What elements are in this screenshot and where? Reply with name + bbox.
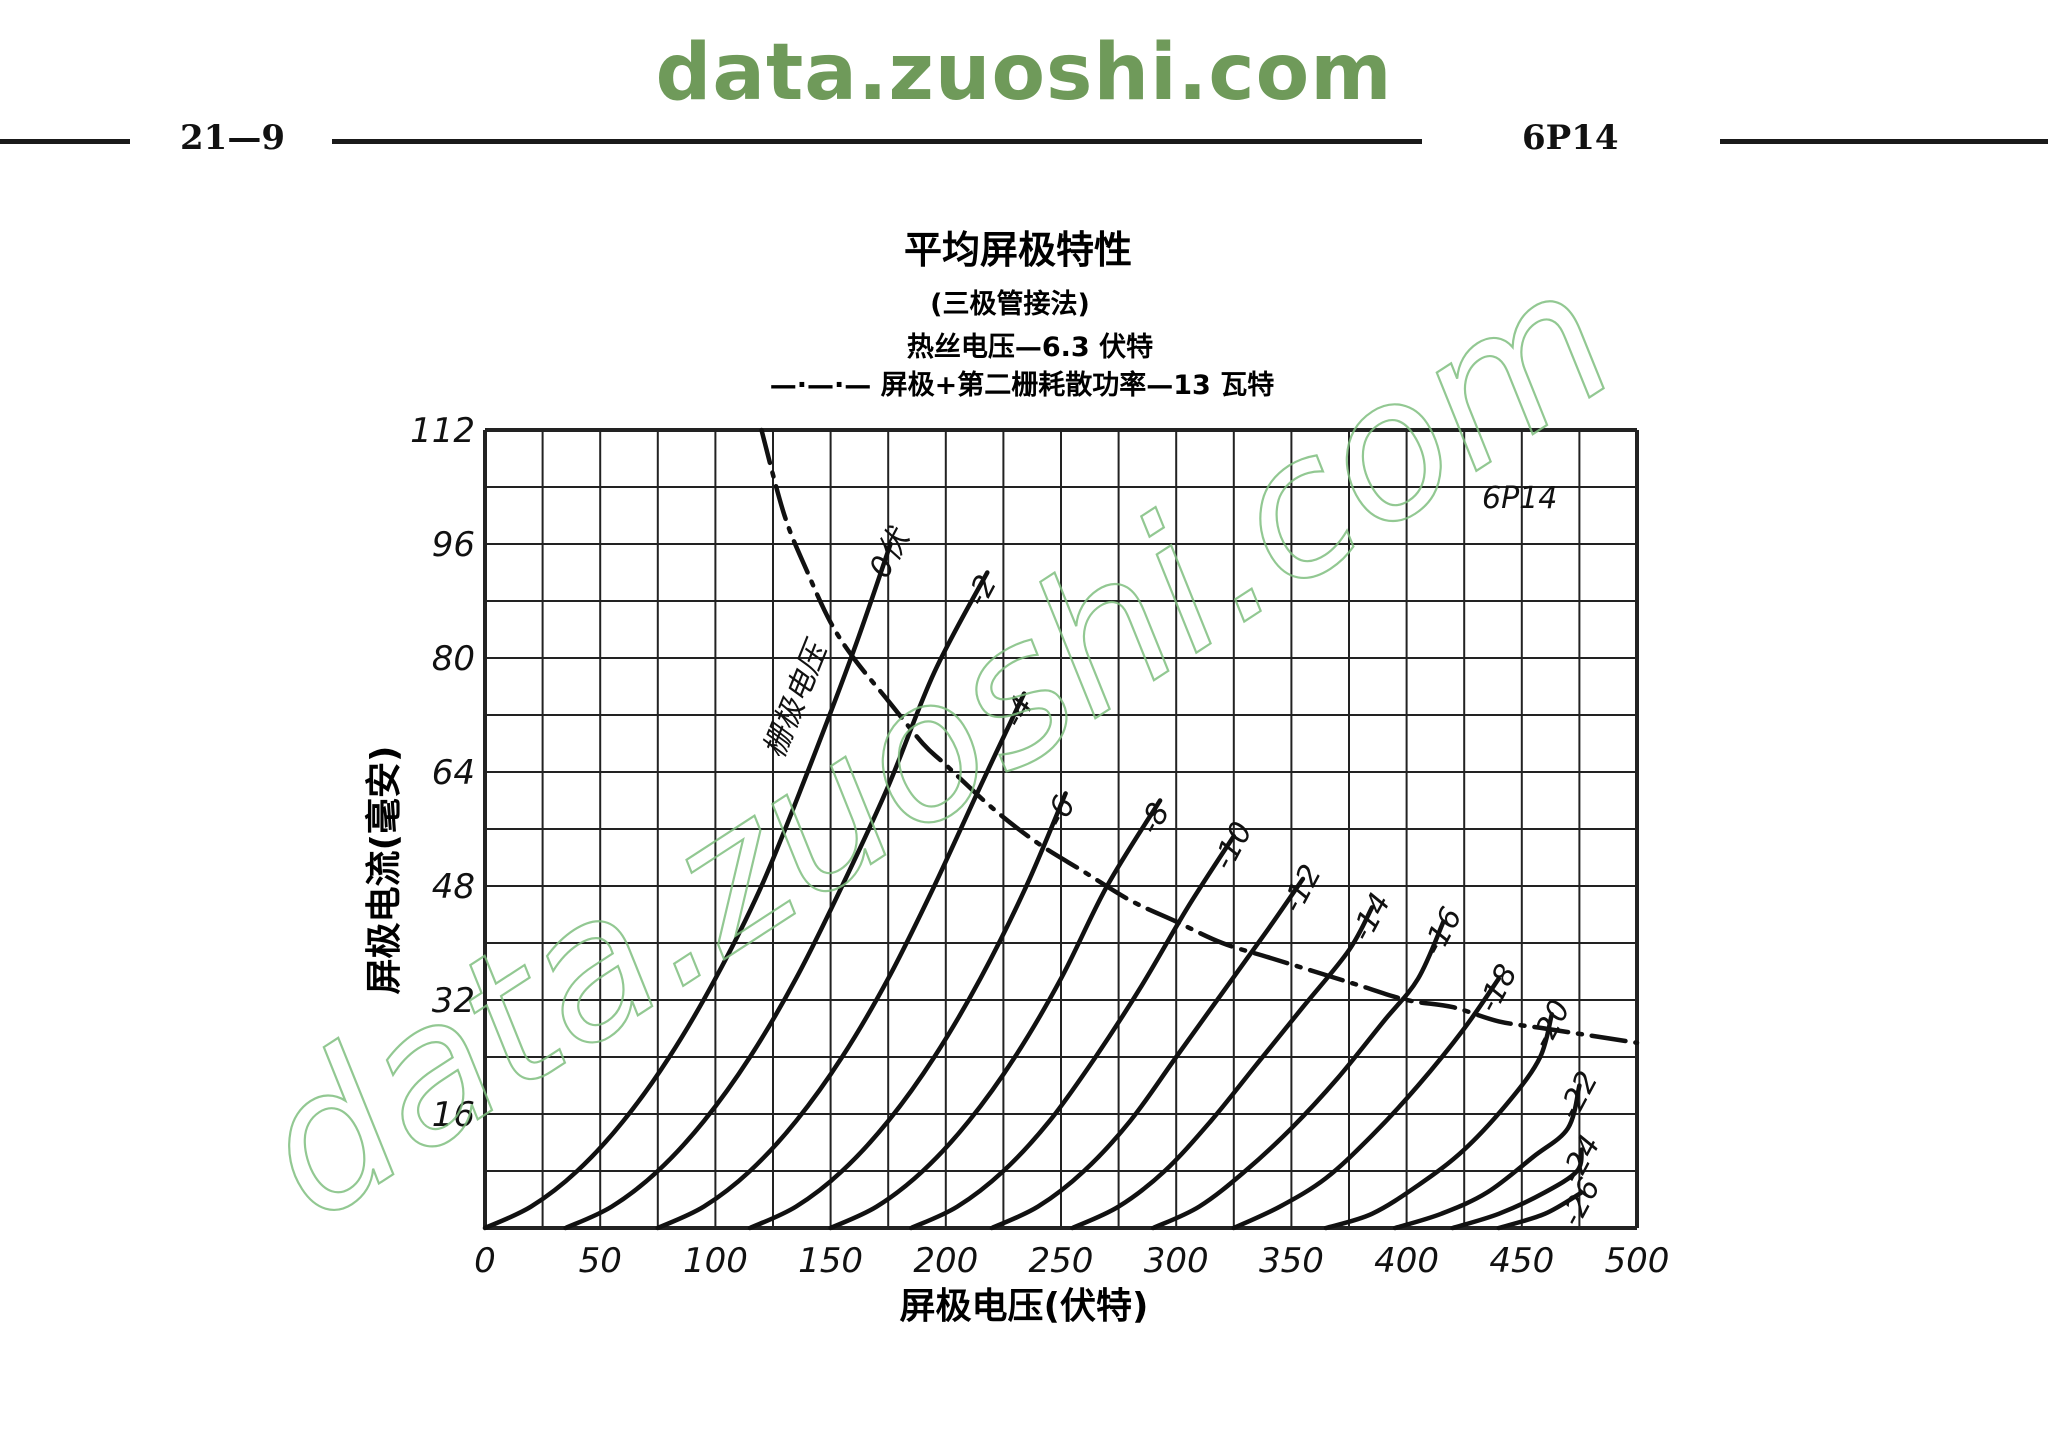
x-axis-label: 屏极电压(伏特) xyxy=(900,1286,1149,1327)
x-tick-label: 0 xyxy=(474,1241,496,1281)
grid-voltage-curve xyxy=(1323,1012,1555,1231)
x-tick-label: 300 xyxy=(1144,1241,1209,1281)
header-rule-right xyxy=(1720,139,2048,144)
chart-subtitle: (三极管接法) xyxy=(930,289,1090,320)
curve-label: -22 xyxy=(1552,1066,1606,1126)
x-tick-label: 500 xyxy=(1605,1241,1670,1281)
tube-label: 6P14 xyxy=(1482,481,1557,516)
curve-label: -16 xyxy=(1416,902,1470,962)
tube-type-header: 6P14 xyxy=(1522,118,1619,158)
grid-voltage-curve xyxy=(1496,1190,1584,1231)
watermark-top: data.zuoshi.com xyxy=(655,28,1393,118)
header-rule-left xyxy=(0,139,130,144)
grid-voltage-curve xyxy=(655,691,1027,1231)
x-tick-label: 50 xyxy=(579,1241,622,1281)
grid-voltage-curve xyxy=(989,876,1306,1231)
curve-family xyxy=(482,427,1640,1231)
x-tick-label: 100 xyxy=(683,1241,748,1281)
x-tick-label: 400 xyxy=(1374,1241,1439,1281)
y-tick-label: 64 xyxy=(432,753,475,793)
grid-voltage-curve xyxy=(1231,976,1502,1231)
grid-voltage-curve xyxy=(908,833,1237,1231)
grid-voltage-curve xyxy=(1450,1147,1584,1231)
grid-voltage-curve xyxy=(1392,1083,1582,1231)
grid-voltage-curve xyxy=(482,541,893,1231)
y-tick-label: 96 xyxy=(432,525,475,565)
x-tick-label: 200 xyxy=(913,1241,978,1281)
heater-note: 热丝电压—6.3 伏特 xyxy=(907,332,1153,363)
grid-voltage-curve xyxy=(747,791,1068,1231)
grid-voltage-curve xyxy=(1070,905,1375,1231)
dissipation-legend: —·—·— 屏极+第二栅耗散功率—13 瓦特 xyxy=(770,369,1275,401)
curve-label: 0伏 xyxy=(863,521,918,583)
y-tick-label: 80 xyxy=(432,639,475,679)
grid-voltage-curve xyxy=(1150,919,1446,1231)
grid-voltage-curve xyxy=(563,570,990,1231)
x-tick-label: 350 xyxy=(1259,1241,1324,1281)
y-tick-label: 112 xyxy=(410,411,475,451)
grid xyxy=(483,428,1639,1230)
y-tick-label: 32 xyxy=(432,981,475,1021)
x-tick-label: 250 xyxy=(1029,1241,1094,1281)
curve-label: -20 xyxy=(1524,994,1578,1054)
dissipation-curve xyxy=(759,427,1640,1046)
chart-title: 平均屏极特性 xyxy=(904,228,1132,272)
y-tick-label: 16 xyxy=(432,1095,475,1135)
y-tick-label: 48 xyxy=(432,867,475,907)
tick-labels: 0 50 100 150 200 250 300 350 400 450 500 16 32 48 64 80… xyxy=(410,411,1669,1281)
x-tick-label: 450 xyxy=(1489,1241,1554,1281)
page-number: 21—9 xyxy=(180,118,285,158)
y-axis-label: 屏极电流(毫安) xyxy=(364,746,405,995)
x-tick-label: 150 xyxy=(798,1241,863,1281)
curve-label: -14 xyxy=(1344,887,1398,947)
header-rule-center xyxy=(332,139,1422,144)
